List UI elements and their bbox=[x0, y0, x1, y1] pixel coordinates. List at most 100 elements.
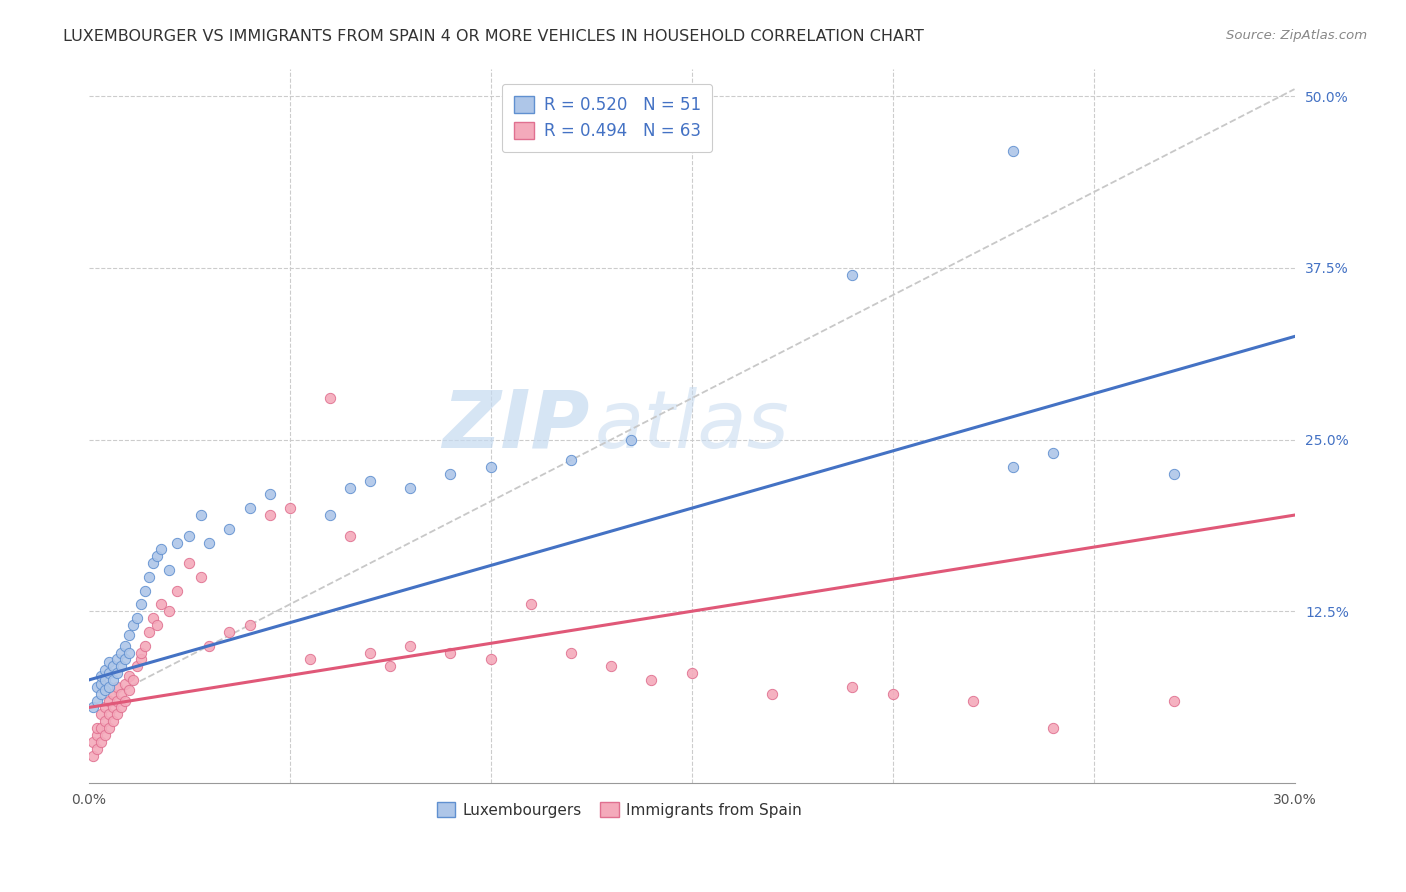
Point bbox=[142, 611, 165, 625]
Point bbox=[218, 624, 240, 639]
Point bbox=[94, 714, 117, 729]
Point bbox=[94, 682, 117, 697]
Point bbox=[94, 700, 117, 714]
Point bbox=[105, 707, 128, 722]
Point bbox=[319, 392, 342, 406]
Point bbox=[560, 646, 582, 660]
Point bbox=[82, 748, 104, 763]
Point bbox=[146, 618, 169, 632]
Point bbox=[198, 535, 221, 549]
Point bbox=[105, 666, 128, 681]
Point bbox=[122, 618, 145, 632]
Point bbox=[86, 728, 108, 742]
Point bbox=[105, 652, 128, 666]
Point bbox=[90, 687, 112, 701]
Point bbox=[238, 618, 260, 632]
Point bbox=[1042, 721, 1064, 735]
Text: Source: ZipAtlas.com: Source: ZipAtlas.com bbox=[1226, 29, 1367, 42]
Point bbox=[298, 652, 321, 666]
Point bbox=[118, 682, 141, 697]
Point bbox=[114, 652, 136, 666]
Point bbox=[399, 639, 422, 653]
Point bbox=[259, 508, 281, 522]
Point bbox=[157, 604, 180, 618]
Point bbox=[90, 677, 112, 691]
Point bbox=[190, 570, 212, 584]
Point bbox=[110, 700, 132, 714]
Point bbox=[129, 646, 152, 660]
Point bbox=[86, 680, 108, 694]
Point bbox=[380, 659, 402, 673]
Point bbox=[238, 501, 260, 516]
Point bbox=[166, 535, 188, 549]
Point bbox=[150, 598, 173, 612]
Point bbox=[198, 639, 221, 653]
Point bbox=[1042, 446, 1064, 460]
Point bbox=[129, 598, 152, 612]
Point bbox=[841, 268, 863, 282]
Point bbox=[479, 652, 502, 666]
Point bbox=[101, 673, 124, 687]
Point bbox=[101, 700, 124, 714]
Point bbox=[82, 735, 104, 749]
Point bbox=[129, 652, 152, 666]
Point bbox=[125, 611, 148, 625]
Point bbox=[101, 714, 124, 729]
Point bbox=[118, 669, 141, 683]
Point bbox=[157, 563, 180, 577]
Point bbox=[94, 673, 117, 687]
Point bbox=[1163, 467, 1185, 481]
Point bbox=[1163, 693, 1185, 707]
Point bbox=[125, 659, 148, 673]
Point bbox=[97, 707, 120, 722]
Point bbox=[138, 570, 160, 584]
Point bbox=[179, 529, 201, 543]
Point bbox=[218, 522, 240, 536]
Point bbox=[114, 639, 136, 653]
Point bbox=[114, 693, 136, 707]
Point bbox=[97, 666, 120, 681]
Point bbox=[90, 707, 112, 722]
Text: ZIP: ZIP bbox=[441, 387, 589, 465]
Point bbox=[86, 693, 108, 707]
Point bbox=[97, 655, 120, 669]
Point bbox=[94, 728, 117, 742]
Point bbox=[962, 693, 984, 707]
Point bbox=[86, 721, 108, 735]
Point bbox=[1002, 460, 1025, 475]
Point bbox=[97, 680, 120, 694]
Point bbox=[110, 687, 132, 701]
Point bbox=[118, 627, 141, 641]
Point bbox=[520, 598, 543, 612]
Point bbox=[90, 721, 112, 735]
Point bbox=[94, 664, 117, 678]
Point bbox=[105, 680, 128, 694]
Point bbox=[138, 624, 160, 639]
Point bbox=[560, 453, 582, 467]
Point bbox=[278, 501, 301, 516]
Point bbox=[339, 529, 361, 543]
Point bbox=[259, 487, 281, 501]
Point bbox=[110, 646, 132, 660]
Point bbox=[620, 433, 643, 447]
Point bbox=[142, 556, 165, 570]
Point bbox=[114, 677, 136, 691]
Point bbox=[110, 659, 132, 673]
Point bbox=[134, 639, 156, 653]
Legend: Luxembourgers, Immigrants from Spain: Luxembourgers, Immigrants from Spain bbox=[429, 794, 810, 825]
Point bbox=[359, 646, 381, 660]
Point bbox=[82, 700, 104, 714]
Point bbox=[179, 556, 201, 570]
Point bbox=[841, 680, 863, 694]
Point bbox=[190, 508, 212, 522]
Point bbox=[681, 666, 703, 681]
Point bbox=[439, 467, 461, 481]
Point bbox=[1002, 144, 1025, 158]
Point bbox=[150, 542, 173, 557]
Point bbox=[105, 693, 128, 707]
Point bbox=[118, 646, 141, 660]
Point bbox=[439, 646, 461, 660]
Point bbox=[97, 721, 120, 735]
Text: atlas: atlas bbox=[595, 387, 790, 465]
Point bbox=[761, 687, 783, 701]
